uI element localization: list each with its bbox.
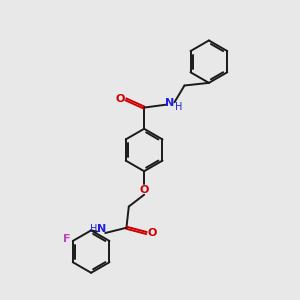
Text: N: N: [165, 98, 175, 108]
Text: H: H: [90, 224, 98, 235]
Text: F: F: [62, 234, 70, 244]
Text: H: H: [175, 102, 182, 112]
Text: N: N: [97, 224, 106, 235]
Text: O: O: [147, 228, 157, 238]
Text: O: O: [116, 94, 125, 104]
Text: O: O: [140, 185, 149, 195]
